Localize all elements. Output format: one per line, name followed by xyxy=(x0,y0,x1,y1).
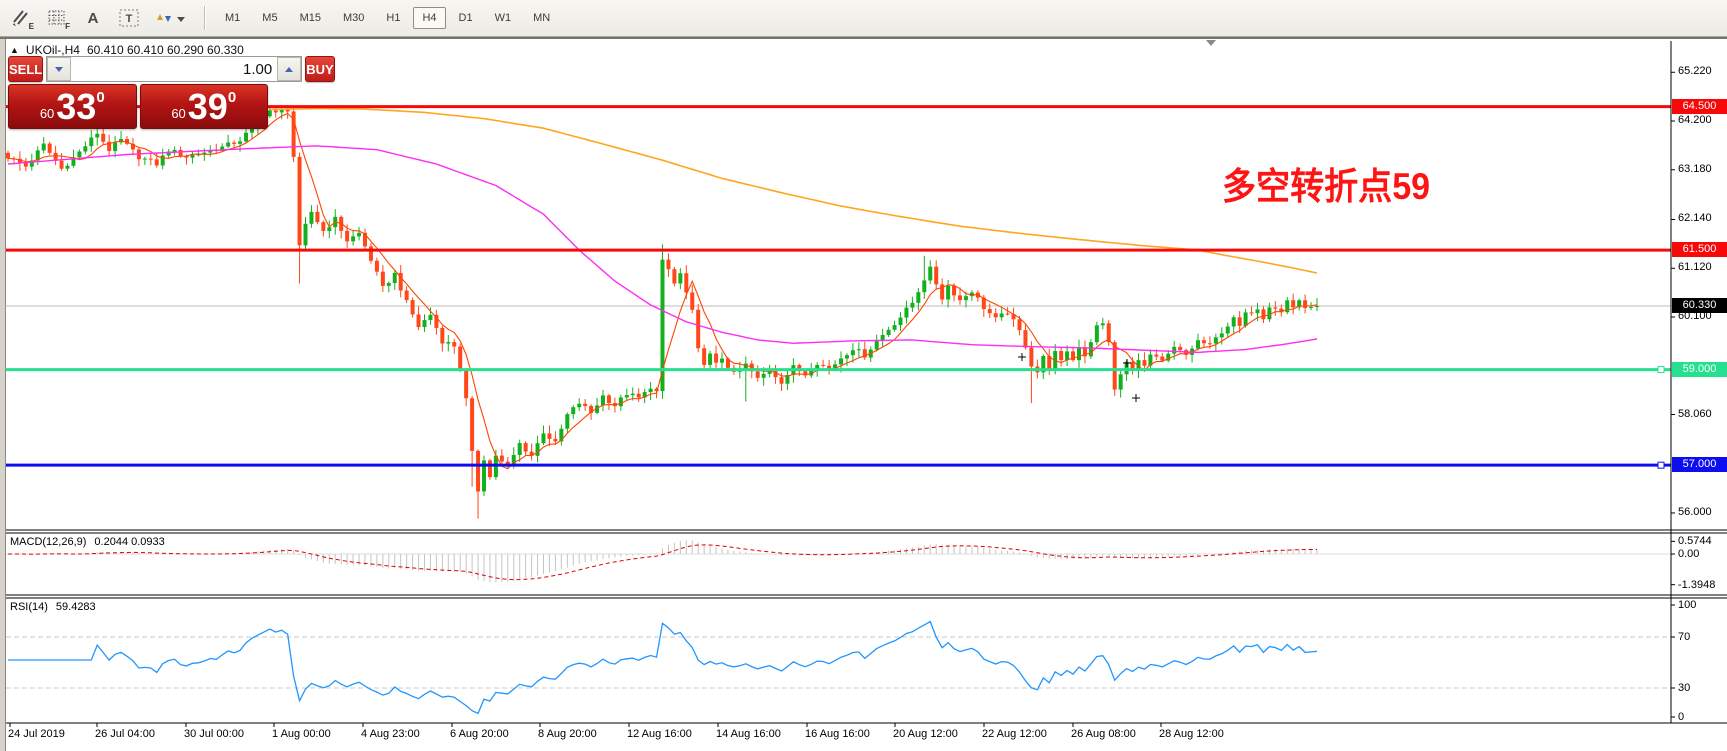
time-axis-label: 20 Aug 12:00 xyxy=(893,728,958,740)
price-badge-61.500: 61.500 xyxy=(1672,242,1727,257)
rsi-scale-label: 30 xyxy=(1678,682,1691,694)
time-axis-label: 14 Aug 16:00 xyxy=(716,728,781,740)
price-tick-label: 63.180 xyxy=(1678,163,1712,175)
macd-scale-label: -1.3948 xyxy=(1678,579,1716,591)
tf-button-m15[interactable]: M15 xyxy=(299,12,321,24)
text-label-icon[interactable]: A xyxy=(87,9,99,27)
tf-button-d1[interactable]: D1 xyxy=(458,12,473,24)
price-tick-label: 58.060 xyxy=(1678,408,1712,420)
volume-input[interactable] xyxy=(71,57,278,81)
pencil-tools-icon[interactable]: E xyxy=(6,5,36,31)
hline-handle[interactable] xyxy=(1657,461,1665,469)
macd-scale-label: 0.5744 xyxy=(1678,535,1712,547)
rsi-scale-label: 70 xyxy=(1678,631,1691,643)
sell-button[interactable]: SELL xyxy=(8,56,44,82)
tf-button-mn[interactable]: MN xyxy=(533,12,551,24)
rsi-value: 59.4283 xyxy=(55,601,96,613)
time-axis-label: 26 Aug 08:00 xyxy=(1071,728,1136,740)
time-axis-label: 16 Aug 16:00 xyxy=(805,728,870,740)
rsi-scale-label: 100 xyxy=(1678,599,1697,611)
price-tick-label: 56.000 xyxy=(1678,506,1712,518)
toolbar-separator xyxy=(204,6,206,30)
time-axis-label: 8 Aug 20:00 xyxy=(538,728,597,740)
macd-histogram xyxy=(13,540,1318,583)
tf-button-w1[interactable]: W1 xyxy=(494,12,512,24)
macd-label: MACD(12,26,9) 0.2044 0.0933 xyxy=(10,536,165,548)
time-axis-label: 24 Jul 2019 xyxy=(8,728,65,740)
buy-button[interactable]: BUY xyxy=(305,56,335,82)
time-axis-label: 1 Aug 00:00 xyxy=(272,728,331,740)
text-box-icon[interactable]: T xyxy=(114,5,144,31)
price-badge-64.500: 64.500 xyxy=(1672,99,1727,114)
chevron-down-icon xyxy=(55,66,64,72)
window-left-border xyxy=(0,39,6,751)
tf-button-m5[interactable]: M5 xyxy=(262,12,278,24)
tf-button-m30[interactable]: M30 xyxy=(342,12,365,24)
time-axis-label: 28 Aug 12:00 xyxy=(1159,728,1224,740)
tf-button-h1[interactable]: H1 xyxy=(386,12,401,24)
ohlc-values: 60.410 60.410 60.290 60.330 xyxy=(86,43,244,57)
macd-values: 0.2044 0.0933 xyxy=(94,536,165,548)
volume-spinner xyxy=(46,56,303,82)
price-tick-label: 65.220 xyxy=(1678,65,1712,77)
sell-price-pip: 0 xyxy=(96,89,105,106)
buy-price-big-digits: 39 xyxy=(187,86,228,127)
chevron-up-icon xyxy=(285,66,294,72)
sell-price-big-digits: 33 xyxy=(56,86,97,127)
sell-price-panel[interactable]: 60 33 0 xyxy=(8,84,137,129)
current-price-badge: 60.330 xyxy=(1672,298,1727,313)
price-badge-59.000: 59.000 xyxy=(1672,362,1727,377)
tf-button-h4[interactable]: H4 xyxy=(413,7,446,29)
buy-price-panel[interactable]: 60 39 0 xyxy=(139,84,268,129)
price-tick-label: 61.120 xyxy=(1678,261,1712,273)
volume-increase-button[interactable] xyxy=(277,57,302,81)
time-axis-label: 4 Aug 23:00 xyxy=(361,728,420,740)
rsi-scale-label: 0 xyxy=(1678,711,1685,723)
price-tick-label: 64.200 xyxy=(1678,114,1712,126)
chart-window xyxy=(0,37,1727,751)
svg-text:T: T xyxy=(126,13,133,25)
price-tick-label: 60.100 xyxy=(1678,310,1712,322)
time-axis-label: 12 Aug 16:00 xyxy=(627,728,692,740)
macd-scale-label: 0.00 xyxy=(1678,548,1700,560)
time-axis-label: 22 Aug 12:00 xyxy=(982,728,1047,740)
trade-marker xyxy=(1123,359,1131,367)
candles xyxy=(6,106,1319,519)
trade-marker xyxy=(1018,353,1026,361)
trade-marker xyxy=(1132,394,1140,402)
toolbar: E F A T M1 M5 M15 M30 H1 H4 D1 W1 MN xyxy=(0,0,1727,37)
one-click-trading-panel: SELL BUY 60 33 0 60 39 0 xyxy=(8,56,335,129)
grid-snap-icon[interactable]: F xyxy=(42,5,72,31)
symbol-period-label: UKOil-,H4 xyxy=(25,43,80,57)
price-tick-label: 62.140 xyxy=(1678,212,1712,224)
collapse-triangle-icon[interactable]: ▲ xyxy=(10,45,19,55)
rsi-label: RSI(14) 59.4283 xyxy=(10,601,96,613)
price-badge-57.000: 57.000 xyxy=(1672,457,1727,472)
time-axis-label: 26 Jul 04:00 xyxy=(95,728,155,740)
rsi-title: RSI(14) xyxy=(10,601,48,613)
chart-ohlc-header: ▲ UKOil-,H4 60.410 60.410 60.290 60.330 xyxy=(10,43,244,57)
chart-text-annotation: 多空转折点59 xyxy=(1222,166,1431,207)
time-axis-label: 6 Aug 20:00 xyxy=(450,728,509,740)
time-axis-label: 30 Jul 00:00 xyxy=(184,728,244,740)
tf-button-m1[interactable]: M1 xyxy=(225,12,241,24)
volume-decrease-button[interactable] xyxy=(47,57,72,81)
buy-price-major: 60 xyxy=(171,106,186,121)
macd-title: MACD(12,26,9) xyxy=(10,536,87,548)
sell-price-major: 60 xyxy=(39,106,55,121)
cycle-arrows-icon[interactable] xyxy=(150,5,190,31)
chart-scroll-marker-icon xyxy=(1206,40,1216,46)
buy-price-pip: 0 xyxy=(227,89,237,106)
hline-handle[interactable] xyxy=(1657,366,1665,374)
